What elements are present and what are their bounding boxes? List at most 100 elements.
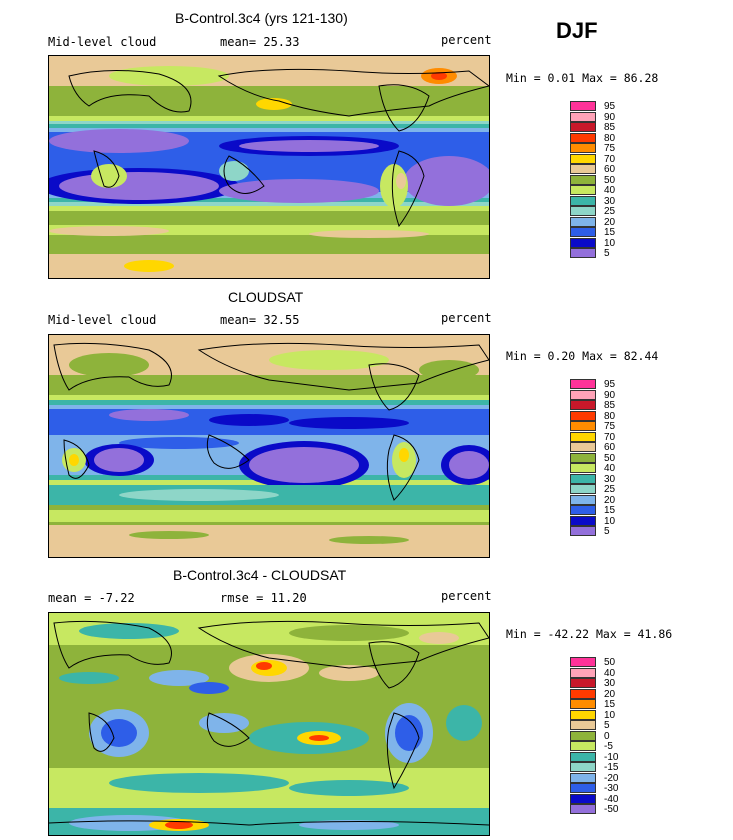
colorbar-swatch [570, 421, 596, 431]
colorbar-label: 75 [604, 421, 616, 432]
colorbar-swatch [570, 484, 596, 494]
colorbar-label: 25 [604, 484, 616, 495]
panel-3-mean-label: mean = -7.22 [48, 591, 135, 605]
colorbar-swatch [570, 132, 596, 143]
colorbar-label: 30 [604, 195, 616, 207]
panel-1-title: B-Control.3c4 (yrs 121-130) [175, 10, 348, 26]
colorbar-label: 60 [604, 442, 616, 453]
colorbar-label: -5 [604, 741, 613, 752]
colorbar-swatch [570, 206, 596, 216]
panel-2-variable-label: Mid-level cloud [48, 313, 157, 327]
colorbar-label: -15 [604, 762, 619, 773]
colorbar-swatch [570, 699, 596, 709]
colorbar-label: 5 [604, 720, 610, 731]
colorbar-label: 60 [604, 164, 616, 175]
colorbar-label: 5 [604, 526, 610, 537]
colorbar-swatch [570, 783, 596, 793]
colorbar-swatch [570, 248, 596, 258]
colorbar-label: 50 [604, 452, 616, 464]
colorbar-label: 85 [604, 400, 616, 411]
colorbar-swatch [570, 389, 596, 400]
colorbar-label: 80 [604, 410, 616, 422]
colorbar-swatch [570, 452, 596, 463]
colorbar-label: 70 [604, 431, 616, 443]
colorbar-swatch [570, 473, 596, 484]
colorbar-swatch [570, 720, 596, 730]
colorbar-label: -20 [604, 772, 619, 784]
colorbar-label: 10 [604, 237, 616, 249]
colorbar-swatch [570, 678, 596, 688]
colorbar-swatch [570, 400, 596, 410]
panel-1-minmax: Min = 0.01 Max = 86.28 [506, 71, 659, 85]
colorbar-swatch [570, 709, 596, 720]
colorbar-swatch [570, 442, 596, 452]
panel-1-variable-label: Mid-level cloud [48, 35, 157, 49]
colorbar-label: 40 [604, 185, 616, 196]
colorbar-label: 40 [604, 463, 616, 474]
colorbar-label: 80 [604, 132, 616, 144]
panel-1-unit-label: percent [441, 33, 492, 47]
colorbar-label: 50 [604, 657, 616, 668]
panel-3-unit-label: percent [441, 589, 492, 603]
colorbar-swatch [570, 793, 596, 804]
colorbar-label: 85 [604, 122, 616, 133]
colorbar-label: 70 [604, 153, 616, 165]
colorbar-label: 10 [604, 709, 616, 721]
colorbar-swatch [570, 741, 596, 751]
colorbar-label: 30 [604, 678, 616, 689]
colorbar-label: 95 [604, 101, 616, 112]
panel-1-map [48, 55, 490, 279]
colorbar-swatch [570, 153, 596, 164]
colorbar-label: -50 [604, 804, 619, 815]
colorbar-swatch [570, 772, 596, 783]
colorbar-label: 15 [604, 699, 616, 710]
season-label: DJF [556, 18, 598, 43]
panel-3-title: B-Control.3c4 - CLOUDSAT [173, 567, 347, 583]
colorbar-label: 20 [604, 216, 616, 228]
colorbar-swatch [570, 730, 596, 741]
panel-2-map [48, 334, 490, 558]
colorbar-label: 15 [604, 227, 616, 238]
panel-3-minmax: Min = -42.22 Max = 41.86 [506, 627, 673, 641]
colorbar-swatch [570, 463, 596, 473]
colorbar-swatch [570, 410, 596, 421]
panel-2-unit-label: percent [441, 311, 492, 325]
colorbar-swatch [570, 111, 596, 122]
colorbar-swatch [570, 657, 596, 667]
panel-2-title: CLOUDSAT [228, 289, 304, 305]
colorbar-swatch [570, 122, 596, 132]
colorbar-label: 5 [604, 248, 610, 259]
colorbar-label: 25 [604, 206, 616, 217]
colorbar-swatch [570, 185, 596, 195]
colorbar-swatch [570, 505, 596, 515]
colorbar-swatch [570, 164, 596, 174]
colorbar-swatch [570, 174, 596, 185]
panel-1-mean-label: mean= 25.33 [220, 35, 300, 49]
colorbar-swatch [570, 431, 596, 442]
colorbar-swatch [570, 494, 596, 505]
colorbar-label: 10 [604, 515, 616, 527]
colorbar-swatch [570, 804, 596, 814]
colorbar-swatch [570, 216, 596, 227]
colorbar-label: -30 [604, 783, 619, 794]
colorbar-swatch [570, 515, 596, 526]
colorbar-label: 30 [604, 473, 616, 485]
colorbar-swatch [570, 227, 596, 237]
colorbar-label: -10 [604, 751, 619, 763]
colorbar-swatch [570, 751, 596, 762]
colorbar-label: 20 [604, 688, 616, 700]
colorbar-swatch [570, 195, 596, 206]
colorbar-label: 90 [604, 389, 616, 401]
colorbar-label: 90 [604, 111, 616, 123]
colorbar-swatch [570, 379, 596, 389]
colorbar-label: 15 [604, 505, 616, 516]
colorbar-label: 0 [604, 730, 610, 742]
colorbar-swatch [570, 237, 596, 248]
colorbar-swatch [570, 143, 596, 153]
colorbar-swatch [570, 101, 596, 111]
panel-3-rmse-label: rmse = 11.20 [220, 591, 307, 605]
panel-3-map [48, 612, 490, 836]
colorbar-label: 20 [604, 494, 616, 506]
colorbar-label: 40 [604, 667, 616, 679]
colorbar-swatch [570, 526, 596, 536]
